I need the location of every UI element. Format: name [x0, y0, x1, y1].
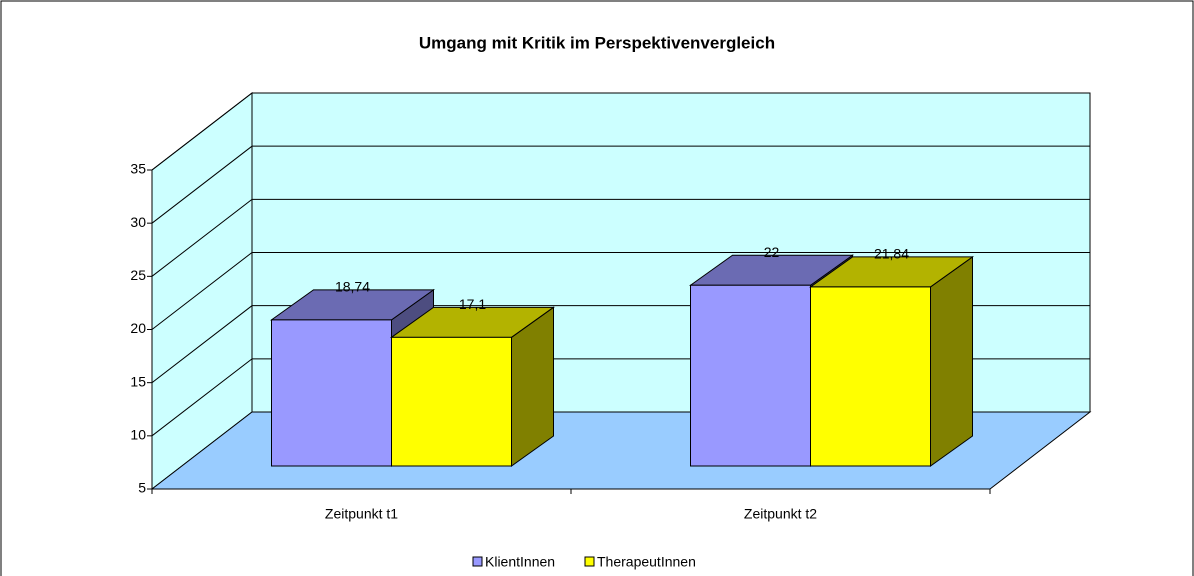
bar: [810, 286, 931, 467]
y-tick-label: 25: [130, 267, 146, 283]
grid-line: [151, 92, 1090, 171]
bar: [690, 284, 811, 467]
legend-label: TherapeutInnen: [597, 554, 696, 570]
grid-line: [151, 145, 1090, 224]
y-tick-label: 35: [130, 161, 146, 177]
legend-label: KlientInnen: [485, 554, 555, 570]
x-tick-label: Zeitpunkt t2: [744, 506, 817, 522]
legend-swatch: [472, 556, 483, 567]
data-label: 21,84: [874, 246, 909, 262]
data-label: 18,74: [335, 279, 370, 295]
y-tick-label: 5: [138, 480, 146, 496]
y-tick-label: 15: [130, 373, 146, 389]
y-tick-label: 20: [130, 320, 146, 336]
bar-side: [930, 255, 973, 467]
grid-line: [151, 252, 1090, 330]
grid-line: [151, 198, 1090, 277]
bar: [271, 319, 392, 467]
y-tick-label: 10: [130, 427, 146, 443]
data-label: 17,1: [459, 296, 486, 312]
legend-swatch: [584, 556, 595, 567]
chart-title: Umgang mit Kritik im Perspektivenverglei…: [419, 33, 775, 52]
data-label: 22: [764, 244, 780, 260]
x-tick-label: Zeitpunkt t1: [325, 506, 398, 522]
bar: [391, 336, 512, 467]
y-tick-label: 30: [130, 214, 146, 230]
